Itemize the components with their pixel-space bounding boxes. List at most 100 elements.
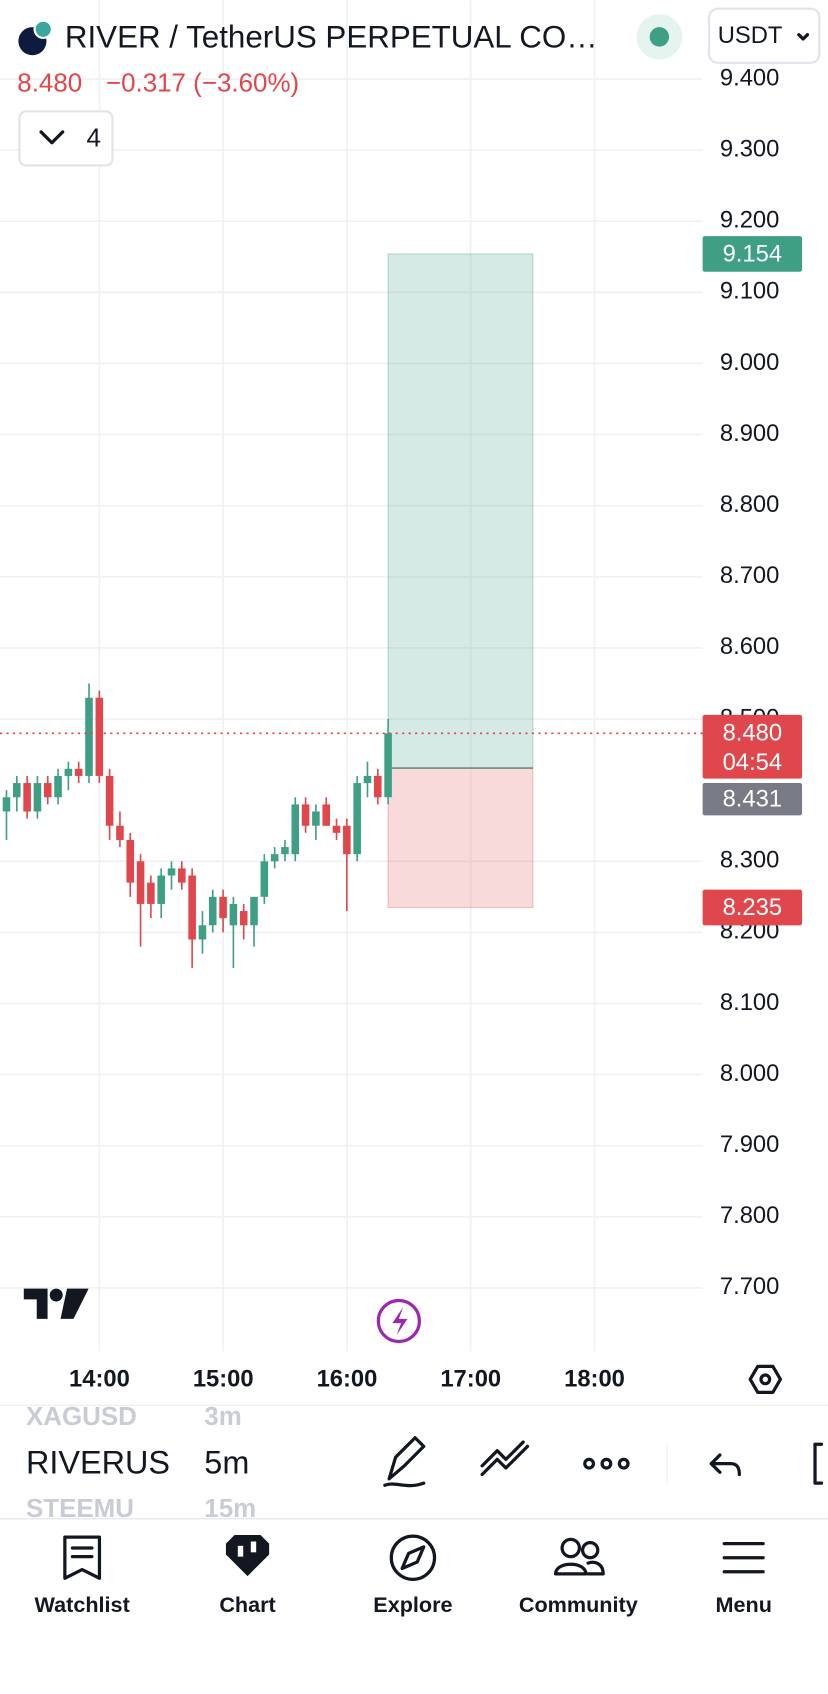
y-tick-label: 8.000 [720,1060,779,1087]
candle-body [281,847,289,855]
countdown-label: 04:54 [723,749,782,776]
symbol-title[interactable]: RIVER / TetherUS PERPETUAL CO… [65,19,598,54]
candle-body [178,868,186,883]
y-tick-label: 8.100 [720,989,779,1016]
candle-body [85,697,93,776]
price-change: −0.317 (−3.60%) [106,69,299,97]
more-icon[interactable] [583,1457,596,1470]
candle-body [23,783,31,812]
community-icon-bodies [553,1560,605,1576]
candle-body [208,896,217,926]
candle-body [74,768,83,776]
candle-body [374,775,382,798]
tv-logo-v [60,1288,89,1319]
settings-icon-center [759,1373,772,1386]
y-tick-label: 9.400 [720,64,779,91]
candle-body [312,811,320,826]
candle-body [343,825,351,855]
chart-icon[interactable] [225,1535,270,1577]
entry-tag-label: 8.431 [723,786,782,813]
currency-label: USDT [718,22,783,49]
candle-body [13,783,21,798]
y-tick-label: 9.200 [720,207,779,234]
chart-icon-candle [250,1541,257,1553]
target-tag [702,236,803,272]
nav-chart[interactable]: Chart [219,1592,275,1617]
lightning-icon [392,1306,408,1336]
y-tick-label: 8.300 [720,847,779,874]
candle-body [126,839,135,883]
candle-body [332,825,341,833]
candle-body [301,804,310,826]
y-tick-label: 8.900 [720,420,779,447]
chart-icon-candle [237,1545,244,1557]
candle-body [384,733,392,798]
y-tick-label: 7.900 [720,1131,779,1158]
target-tag-label: 9.154 [723,240,782,267]
nav-explore[interactable]: Explore [373,1592,452,1617]
y-tick-label: 8.600 [720,633,779,660]
community-icon-second [581,1540,600,1560]
candle-body [157,875,165,904]
symbol-current[interactable]: RIVERUS [26,1444,170,1480]
candle-body [167,868,176,876]
menu-icon[interactable] [722,1542,765,1574]
symbol-option[interactable]: XAGUSD [26,1403,137,1431]
y-tick-label: 9.000 [720,349,779,376]
community-icon[interactable] [560,1537,582,1559]
nav-menu[interactable]: Menu [715,1592,771,1617]
fullscreen-icon[interactable] [813,1442,824,1485]
watchlist-icon[interactable] [63,1535,102,1580]
last-price: 8.480 [17,69,82,97]
indicators-toggle[interactable] [18,110,114,167]
tv-logo-t [23,1288,48,1319]
candle-body [322,804,331,826]
interval-option[interactable]: 3m [204,1403,242,1431]
profit-zone [387,253,534,769]
candle-body [188,875,196,940]
tv-logo-dot [49,1288,63,1302]
candle-body [95,697,104,776]
explore-icon[interactable] [389,1534,437,1581]
candle-body [147,882,155,904]
candle-body [54,775,62,798]
y-tick-label: 7.700 [720,1273,779,1300]
candle-body [270,854,279,862]
candle-body [64,768,73,776]
indicators-count: 4 [86,124,100,152]
draw-tool-icon[interactable] [383,1436,426,1488]
candle-body [239,911,248,926]
header: RIVER / TetherUS PERPETUAL CO… USDT 8.48… [17,7,821,167]
settings-icon[interactable] [748,1364,783,1394]
undo-icon[interactable] [709,1453,741,1477]
y-tick-label: 7.800 [720,1202,779,1229]
y-tick-label: 8.800 [720,491,779,518]
nav-community[interactable]: Community [519,1592,638,1617]
candle-body [363,775,372,784]
candle-body [250,896,258,926]
more-icon [617,1457,630,1470]
candle-body [2,797,11,812]
stop-tag-label: 8.235 [723,894,782,921]
candle-body [33,783,42,812]
currency-button[interactable] [708,7,821,64]
explore-needle [400,1545,426,1571]
x-tick-label: 18:00 [564,1366,625,1393]
loss-zone [387,767,534,909]
nav-watchlist[interactable]: Watchlist [35,1592,130,1617]
toolbar: XAGUSD RIVERUS STEEMU 3m 5m 15m [0,1403,828,1523]
stop-tag [702,889,803,926]
x-tick-label: 14:00 [69,1366,130,1393]
currency-chevron [797,33,810,41]
candle-body [116,825,124,840]
tv-logo [23,1288,89,1319]
candle-body [219,896,227,919]
interval-current[interactable]: 5m [204,1444,249,1480]
candle-body [43,783,52,798]
candle-body [353,783,361,855]
bottom-nav: Watchlist Chart Explore Community Menu [35,1534,772,1617]
trend-tool-icon[interactable] [480,1440,530,1477]
